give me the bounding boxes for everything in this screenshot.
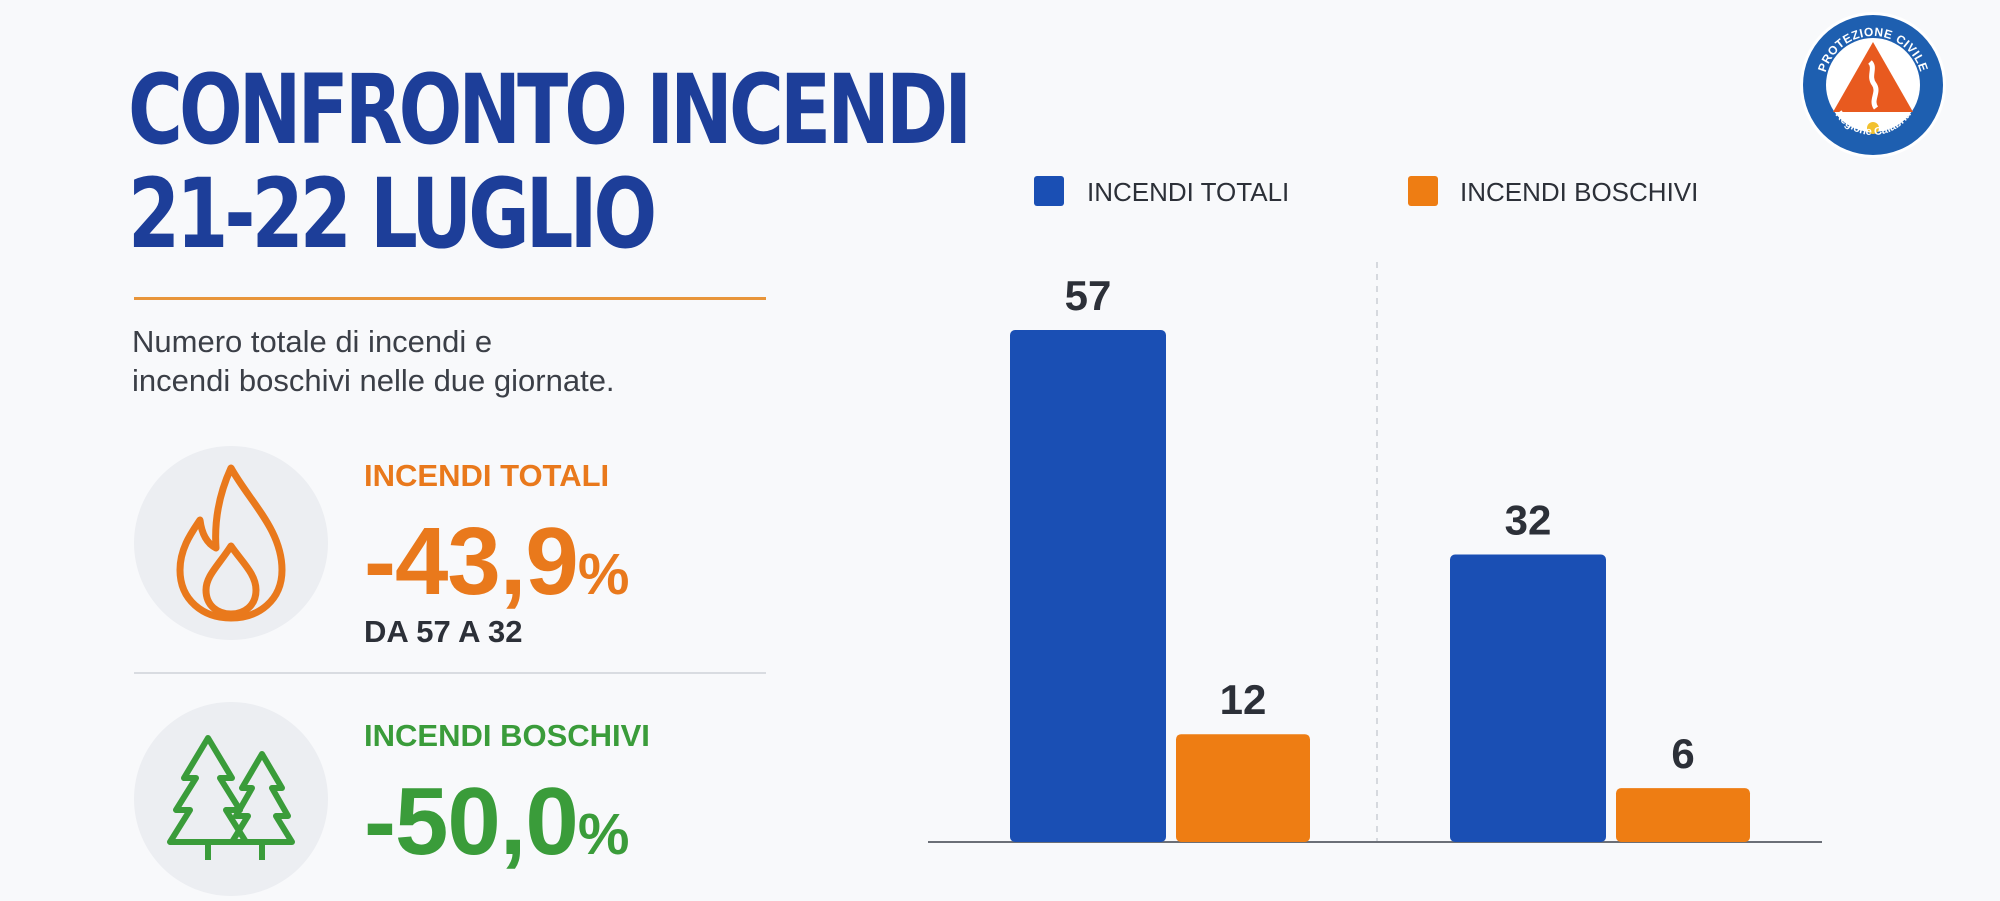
protezione-civile-logo: PROTEZIONE CIVILE Regione Calabria (1800, 12, 1946, 158)
stat-unit-totali: % (577, 542, 630, 607)
legend-label-boschivi: INCENDI BOSCHIVI (1460, 177, 1699, 207)
stat-number-boschivi: -50,0 (364, 768, 579, 875)
stat-unit-boschivi: % (577, 802, 630, 867)
flame-icon (176, 464, 286, 622)
subtitle-line-2: incendi boschivi nelle due giornate. (132, 363, 615, 398)
stat-label-boschivi: INCENDI BOSCHIVI (364, 718, 650, 753)
bar-boschivi-1 (1176, 734, 1310, 842)
data-label-boschivi-1: 12 (1220, 676, 1267, 723)
data-label-totali-2: 32 (1505, 497, 1552, 544)
subtitle: Numero totale di incendi e incendi bosch… (132, 322, 772, 400)
flame-icon-circle (134, 446, 328, 640)
legend-swatch-boschivi (1408, 176, 1438, 206)
stat-label-totali: INCENDI TOTALI (364, 458, 610, 493)
title-divider (134, 297, 766, 300)
bar-boschivi-2 (1616, 788, 1750, 842)
bar-totali-2 (1450, 554, 1606, 842)
stat-note-totali: DA 57 A 32 (364, 614, 523, 649)
bar-totali-1 (1010, 330, 1166, 842)
title-line-1: CONFRONTO INCENDI (128, 54, 972, 166)
legend-label-totali: INCENDI TOTALI (1087, 177, 1290, 207)
data-label-boschivi-2: 6 (1671, 730, 1694, 777)
stats-divider (134, 672, 766, 674)
data-label-totali-1: 57 (1065, 272, 1112, 319)
title-line-2: 21-22 LUGLIO (128, 158, 657, 270)
bar-chart: 57 12 32 6 (928, 262, 1822, 843)
stat-value-boschivi: -50,0% (364, 772, 630, 885)
subtitle-line-1: Numero totale di incendi e (132, 324, 493, 359)
stat-value-totali: -43,9% (364, 512, 630, 625)
legend-swatch-totali (1034, 176, 1064, 206)
page-title: CONFRONTO INCENDI 21-22 LUGLIO (128, 54, 972, 270)
stat-number-totali: -43,9 (364, 508, 579, 615)
